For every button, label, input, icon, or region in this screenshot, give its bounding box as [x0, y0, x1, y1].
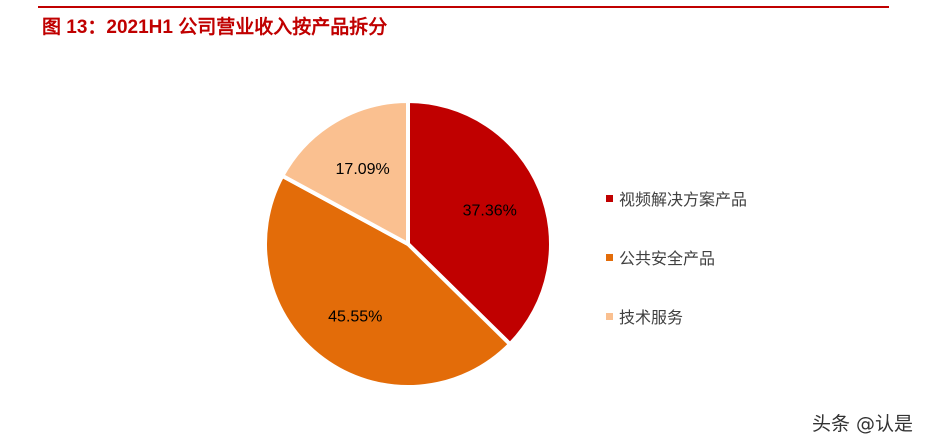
legend-swatch	[606, 253, 613, 261]
legend-label: 视频解决方案产品	[619, 190, 748, 209]
legend-item: 视频解决方案产品	[606, 188, 748, 209]
legend-label: 技术服务	[619, 308, 684, 327]
legend-label: 公共安全产品	[619, 249, 716, 268]
watermark: 头条 @认是	[811, 413, 913, 435]
pie-slice	[406, 98, 553, 348]
pie-slice	[279, 98, 410, 248]
legend-swatch	[606, 194, 613, 202]
title-rule	[38, 6, 889, 8]
pie-slice	[263, 173, 513, 389]
legend-item: 技术服务	[606, 306, 747, 327]
legend: 视频解决方案产品 公共安全产品 技术服务	[606, 188, 747, 365]
legend-swatch	[606, 312, 613, 320]
slice-label: 17.09%	[336, 161, 390, 178]
legend-item: 公共安全产品	[606, 247, 747, 268]
slice-label: 37.36%	[463, 203, 517, 220]
slice-label: 45.55%	[328, 308, 382, 325]
figure-title: 图 13：2021H1 公司营业收入按产品拆分	[42, 17, 388, 38]
